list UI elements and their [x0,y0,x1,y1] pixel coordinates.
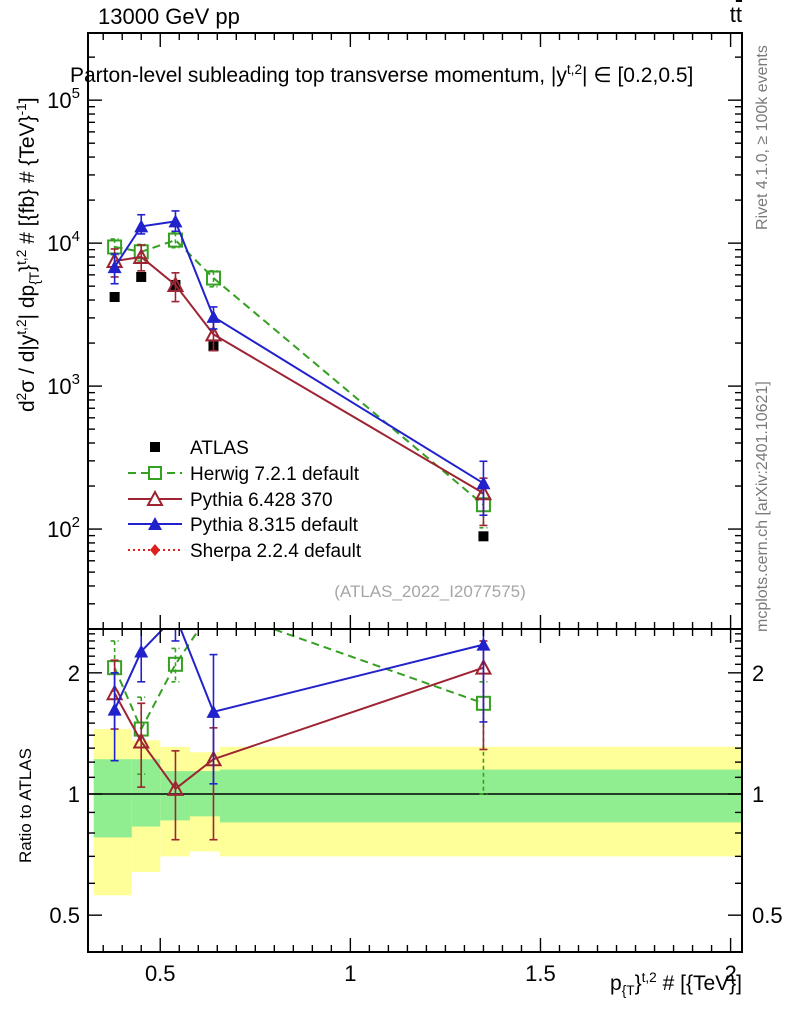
legend-item-pythia6: Pythia 6.428 370 [126,489,333,513]
axis-tick-label: 1.5 [525,961,556,986]
error-bar [171,231,180,249]
ratio-panel-frame [87,628,743,953]
legend-marker-pythia8 [126,513,184,540]
legend-item-herwig: Herwig 7.2.1 default [126,463,359,487]
data-point-marker [207,601,220,614]
data-point-marker [107,702,122,716]
legend-marker-glyph [128,516,182,530]
error-bar [171,630,180,642]
error-bar [137,702,146,788]
error-bar [209,653,218,785]
ratio-panel-series [105,596,493,841]
data-point-marker [109,291,120,302]
series-line-pythia-8-315-default [113,630,484,714]
axis-tick-label: 2 [724,961,736,986]
legend-marker-sherpa [126,539,184,566]
axis-tick-label: 2 [752,661,764,686]
legend-label: Herwig 7.2.1 default [190,464,359,485]
axis-tick-label: 105 [47,85,80,113]
legend-marker-glyph [128,489,182,506]
data-point-marker [206,309,221,323]
data-point-marker [476,476,491,490]
data-point-marker [107,260,122,274]
header-process-ttbar: tt [729,2,742,27]
legend-marker-glyph [150,441,160,452]
axis-tick-label: 0.5 [145,961,176,986]
data-point-marker [168,214,183,228]
legend-marker-glyph [128,543,182,556]
legend-label: Pythia 6.428 370 [190,490,333,511]
axis-tick-label: 1 [752,782,764,807]
axis-tick-labels: 102 103 104 105 0.5 1 1.5 2 0.5 0.5 1 1 2 2 [47,85,782,986]
legend-marker-pythia6 [126,488,184,515]
axis-ticks [88,33,742,952]
main-panel-series [105,210,493,542]
error-bar [209,596,217,627]
legend-marker-glyph [128,465,182,480]
uncertainty-band-green [93,759,132,838]
series-line-herwig-7-2-1-default [113,630,484,732]
error-bar [110,672,119,762]
y-axis-label-main: d2σ / d|yt,2| dp{T}t,2 # [{fb} # {TeV}-1… [14,97,43,412]
error-bar [171,647,180,683]
data-point-marker [204,325,223,342]
axis-tick-label: 2 [68,661,80,686]
header-beam-energy: 13000 GeV pp [98,4,240,29]
data-point-marker [167,656,183,672]
data-point-marker [132,732,150,749]
data-point-marker [478,531,489,542]
data-point-marker [166,275,185,292]
data-point-marker [476,637,491,651]
data-point-marker [205,270,221,286]
legend-label: ATLAS [190,438,249,459]
x-axis-label: p{T}t,2 # [{TeV}] [610,970,742,999]
legend-marker-herwig [126,462,184,489]
legend-item-atlas: ATLAS [126,437,249,461]
legend-item-pythia8: Pythia 8.315 default [126,514,358,538]
axis-tick-label: 0.5 [752,903,783,928]
data-point-marker [166,779,185,796]
side-note-rivet: Rivet 4.1.0, ≥ 100k events [754,45,771,230]
series-line-herwig-7-2-1-default [114,238,485,506]
uncertainty-bands [89,729,741,896]
uncertainty-band-green [219,769,741,823]
axis-tick-label: 104 [47,228,80,256]
axis-tick-label: 0.5 [49,903,80,928]
legend-marker-atlas [126,436,184,463]
data-point-marker [132,247,150,264]
legend-label: Sherpa 2.2.4 default [190,541,362,562]
plot-title: Parton-level subleading top transverse m… [70,62,694,87]
axis-tick-label: 102 [47,514,80,542]
axis-tick-label: 103 [47,371,80,399]
y-axis-label-ratio: Ratio to ATLAS [16,748,35,863]
data-point-marker [206,704,221,718]
data-point-marker [134,219,149,233]
data-point-marker [134,644,149,658]
legend-label: Pythia 8.315 default [190,515,358,536]
series-pythia-8-315-default [107,210,491,517]
side-note-mcplots: mcplots.cern.ch [arXiv:2401.10621] [754,381,771,632]
uncertainty-band-green [131,759,161,827]
analysis-watermark: (ATLAS_2022_I2077575) [334,582,526,601]
axis-tick-label: 1 [68,782,80,807]
legend-item-sherpa: Sherpa 2.2.4 default [126,540,361,564]
axis-tick-label: 1 [344,961,356,986]
data-point-marker [168,609,182,622]
data-point-marker [136,271,147,282]
